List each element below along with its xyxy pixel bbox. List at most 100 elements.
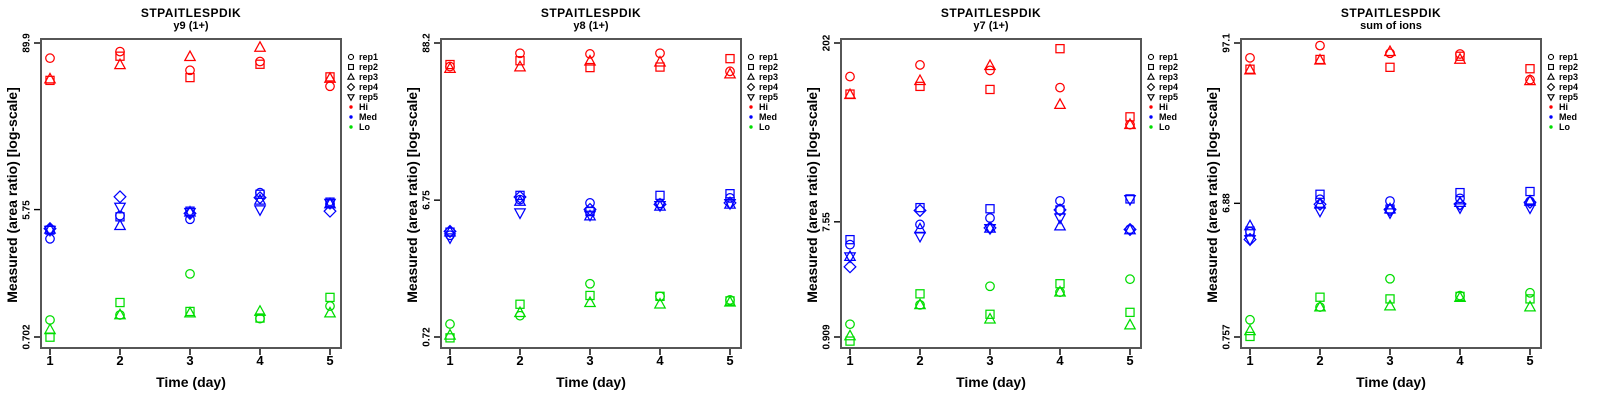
level-dot: [1149, 115, 1153, 119]
dot-icon: [1549, 105, 1553, 109]
data-point-triangle-up: [1546, 72, 1556, 80]
level-dot: [749, 115, 753, 119]
legend-label: rep1: [759, 52, 779, 62]
legend: rep1 rep2 rep3 rep4 rep5 Hi Med Lo: [345, 52, 399, 132]
level-dot: [749, 125, 753, 129]
level-dot: [749, 105, 753, 109]
data-point-triangle-up: [746, 72, 756, 80]
panel-y7-1plus: STPAITLESPDIK y7 (1+) Measured (area rat…: [800, 0, 1200, 400]
level-dot: [1549, 105, 1553, 109]
y-tick-label: 88.2: [421, 33, 433, 53]
diamond-icon: [1546, 82, 1556, 92]
dot-icon: [349, 105, 353, 109]
triangle-down-icon: [346, 94, 356, 102]
legend-item-rep1: rep1: [745, 52, 799, 62]
data-point-diamond: [1546, 82, 1556, 92]
y-tick-label: 97.1: [1221, 33, 1233, 53]
x-tick-label: 4: [1456, 353, 1464, 368]
legend-label: rep5: [1159, 92, 1179, 102]
legend-label: rep5: [359, 92, 379, 102]
y-tick-label: 0.72: [421, 327, 433, 347]
data-point-circle: [1547, 53, 1555, 61]
x-tick-label: 1: [1246, 353, 1254, 368]
legend-item-rep2: rep2: [345, 62, 399, 72]
legend-label: Lo: [759, 122, 770, 132]
plot-frame: [840, 38, 1142, 349]
x-axis-label: Time (day): [156, 374, 226, 390]
x-tick-label: 1: [846, 353, 854, 368]
y-tick-label: 89.9: [21, 33, 33, 53]
panel-title: STPAITLESPDIK: [540, 6, 642, 20]
x-tick-label: 3: [986, 353, 994, 368]
legend-item-rep4: rep4: [1145, 82, 1199, 92]
y-tick-label: 6.88: [1221, 193, 1233, 214]
x-tick-label: 5: [1526, 353, 1534, 368]
data-point-diamond: [1146, 82, 1156, 92]
panel-title: STPAITLESPDIK: [940, 6, 1042, 20]
legend: rep1 rep2 rep3 rep4 rep5 Hi Med Lo: [1145, 52, 1199, 132]
y-tick-label: 6.75: [421, 190, 433, 210]
triangle-down-icon: [1546, 94, 1556, 102]
dot-icon: [1549, 125, 1553, 129]
legend-item-med: Med: [1545, 112, 1599, 122]
legend-label: Hi: [759, 102, 768, 112]
legend-label: rep5: [1559, 92, 1579, 102]
level-dot: [349, 125, 353, 129]
triangle-up-icon: [1546, 72, 1556, 80]
legend-item-med: Med: [345, 112, 399, 122]
legend-label: Hi: [359, 102, 368, 112]
plot-frame: [40, 38, 342, 349]
legend-label: Hi: [1159, 102, 1168, 112]
legend-label: rep5: [759, 92, 779, 102]
diamond-icon: [746, 82, 756, 92]
legend-label: Med: [759, 112, 777, 122]
diamond-icon: [1146, 82, 1156, 92]
x-tick-label: 3: [586, 353, 594, 368]
y-axis-label: Measured (area ratio) [log-scale]: [4, 87, 20, 303]
legend-label: rep1: [359, 52, 379, 62]
y-tick-label: 5.75: [21, 199, 33, 220]
legend-label: Lo: [359, 122, 370, 132]
x-tick-label: 2: [116, 353, 124, 368]
level-dot: [349, 105, 353, 109]
y-tick-label: 202: [821, 34, 833, 52]
data-point-triangle-down: [746, 94, 756, 102]
y-axis-label: Measured (area ratio) [log-scale]: [1204, 87, 1220, 303]
level-dot: [1549, 115, 1553, 119]
y-axis-label: Measured (area ratio) [log-scale]: [404, 87, 420, 303]
x-tick-label: 3: [186, 353, 194, 368]
x-tick-label: 2: [516, 353, 524, 368]
legend-item-rep1: rep1: [1145, 52, 1199, 62]
legend-item-rep4: rep4: [1545, 82, 1599, 92]
circle-icon: [747, 53, 755, 61]
dot-icon: [749, 105, 753, 109]
data-point-triangle-down: [1146, 94, 1156, 102]
legend-item-rep5: rep5: [345, 92, 399, 102]
circle-icon: [1147, 53, 1155, 61]
data-point-square: [748, 64, 754, 70]
plot-frame: [440, 38, 742, 349]
dot-icon: [1149, 125, 1153, 129]
legend-item-rep3: rep3: [1145, 72, 1199, 82]
x-axis-label: Time (day): [956, 374, 1026, 390]
legend-label: rep2: [1559, 62, 1579, 72]
legend-item-rep5: rep5: [1145, 92, 1199, 102]
legend-item-hi: Hi: [345, 102, 399, 112]
legend-item-rep4: rep4: [345, 82, 399, 92]
legend-label: Lo: [1159, 122, 1170, 132]
legend-label: rep2: [759, 62, 779, 72]
y-tick-label: 0.757: [1221, 324, 1233, 350]
circle-icon: [1547, 53, 1555, 61]
x-tick-label: 2: [916, 353, 924, 368]
legend-item-rep5: rep5: [1545, 92, 1599, 102]
x-axis-label: Time (day): [556, 374, 626, 390]
legend-label: Med: [359, 112, 377, 122]
circle-icon: [347, 53, 355, 61]
panel-subtitle: y7 (1+): [973, 20, 1009, 32]
triangle-down-icon: [1146, 94, 1156, 102]
legend-item-rep4: rep4: [745, 82, 799, 92]
data-point-triangle-up: [1146, 72, 1156, 80]
data-point-diamond: [746, 82, 756, 92]
dot-icon: [1549, 115, 1553, 119]
legend-item-rep3: rep3: [745, 72, 799, 82]
